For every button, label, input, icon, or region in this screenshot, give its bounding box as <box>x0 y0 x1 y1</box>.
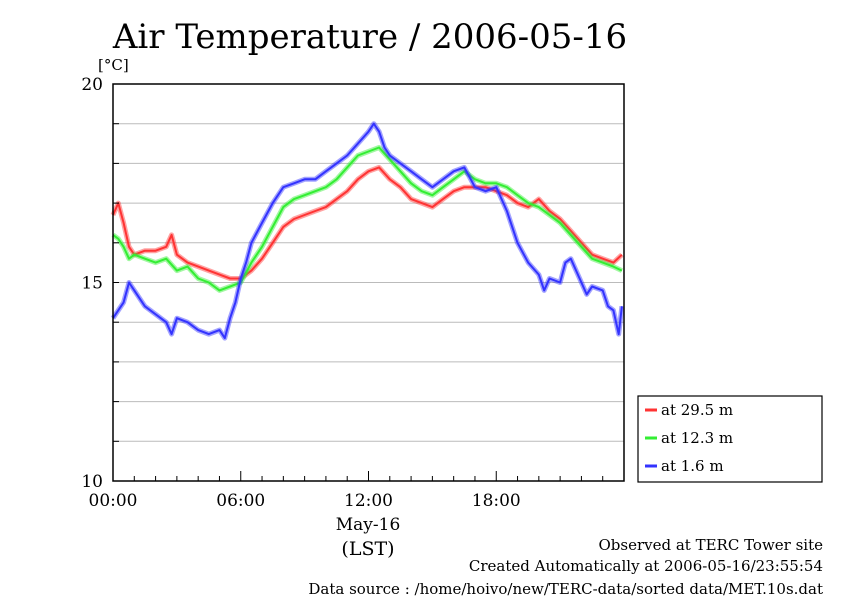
legend-label-1: at 29.5 m <box>661 401 733 419</box>
legend: at 29.5 m at 12.3 m at 1.6 m <box>637 395 823 483</box>
series-halo-1 <box>110 164 624 281</box>
y-axis-unit: [°C] <box>98 56 129 74</box>
x-tick-label: 18:00 <box>472 491 521 511</box>
footer-created: Created Automatically at 2006-05-16/23:5… <box>468 557 823 575</box>
grid-lines <box>113 123 624 442</box>
x-tick-label: 12:00 <box>344 491 393 511</box>
series-layer <box>110 121 625 341</box>
series-line-3 <box>112 122 623 340</box>
x-tick-label: 00:00 <box>89 491 138 511</box>
date-label: May-16 <box>336 515 401 535</box>
x-axis-label: (LST) <box>341 538 394 560</box>
footer-source: Data source : /home/hoivo/new/TERC-data/… <box>308 580 823 598</box>
footer-site: Observed at TERC Tower site <box>598 536 823 554</box>
axis-ticks: 10 15 20 00:00 06:00 12:00 18:00 <box>81 75 604 511</box>
y-tick-label: 10 <box>81 472 103 492</box>
legend-label-2: at 12.3 m <box>661 429 733 447</box>
series-line-1 <box>112 166 623 280</box>
series-halo-3 <box>110 121 625 341</box>
x-tick-label: 06:00 <box>216 491 265 511</box>
y-tick-label: 15 <box>81 274 103 294</box>
legend-label-3: at 1.6 m <box>661 457 724 475</box>
y-tick-label: 20 <box>81 75 103 95</box>
legend-box <box>637 395 823 483</box>
series-line-2 <box>112 146 623 292</box>
chart-title: Air Temperature / 2006-05-16 <box>112 17 627 57</box>
